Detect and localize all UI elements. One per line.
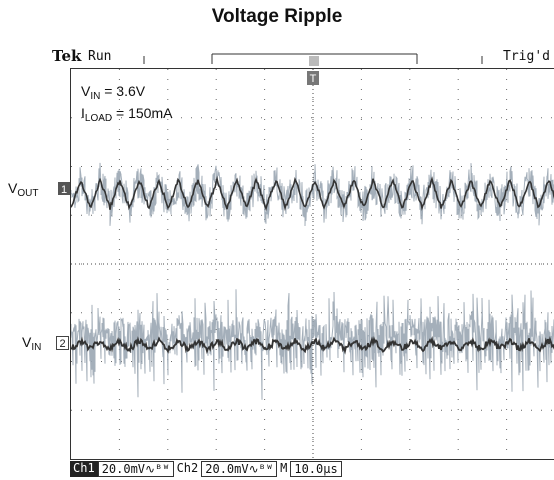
svg-text:T: T [310, 73, 317, 85]
channel-1-label: VOUT [8, 180, 39, 199]
vin-condition: VIN = 3.6V [81, 83, 146, 102]
vin-trace-envelope [71, 289, 554, 400]
run-state: Run [88, 49, 112, 64]
timebase-prefix: M [280, 461, 288, 475]
trigger-marker-icon: T [307, 71, 319, 85]
vout-trace [71, 175, 554, 211]
svg-text:1: 1 [61, 184, 67, 196]
timebase-value: 10.0μs [290, 461, 342, 477]
channel-2-marker: 2 [56, 336, 69, 350]
ch2-scale: 20.0mV [205, 462, 249, 476]
scope-top-bar: Tek Run Trig'd [52, 44, 554, 68]
scope-display: T VIN = 3.6V ILOAD = 150mA [70, 68, 554, 460]
ch2-scale-box: 20.0mV∿ᴮᵂ [201, 461, 278, 477]
brand-logo: Tek [52, 47, 82, 65]
ch1-scale: 20.0mV [101, 462, 146, 476]
ch1-indicator: Ch1 [70, 461, 98, 477]
vin-trace [71, 335, 554, 355]
scope-status-bar: Ch1 20.0mV∿ᴮᵂ Ch2 20.0mV∿ᴮᵂ M 10.0μs [70, 461, 342, 477]
trigger-status: Trig'd [503, 49, 550, 64]
channel-1-marker: 1 [58, 182, 70, 196]
ch1-coupling-icon: ∿ᴮᵂ [145, 462, 170, 476]
trigger-position-bar [143, 53, 483, 66]
scope-canvas: T [71, 69, 554, 459]
iload-condition: ILOAD = 150mA [81, 105, 173, 124]
svg-text:2: 2 [59, 338, 65, 350]
ch1-scale-box: 20.0mV∿ᴮᵂ [97, 461, 174, 477]
ch2-coupling-icon: ∿ᴮᵂ [248, 462, 274, 476]
ch2-indicator: Ch2 [176, 461, 199, 475]
chart-title: Voltage Ripple [211, 6, 343, 27]
channel-2-label: VIN [22, 334, 42, 353]
